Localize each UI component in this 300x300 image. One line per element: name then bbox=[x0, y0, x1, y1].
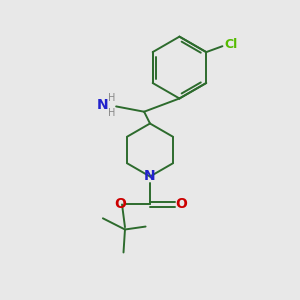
Text: O: O bbox=[176, 197, 188, 212]
Text: H: H bbox=[108, 108, 116, 118]
Text: N: N bbox=[144, 169, 156, 184]
Text: O: O bbox=[114, 197, 126, 212]
Text: Cl: Cl bbox=[225, 38, 238, 51]
Text: H: H bbox=[108, 93, 116, 103]
Text: N: N bbox=[97, 98, 109, 112]
